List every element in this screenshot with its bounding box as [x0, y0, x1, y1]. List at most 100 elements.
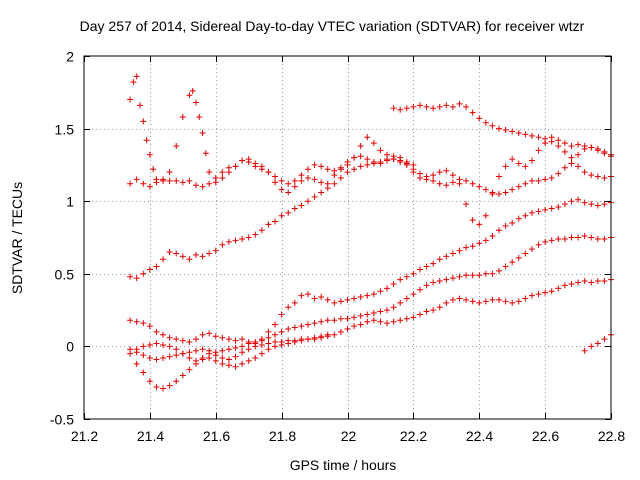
data-point	[384, 156, 391, 163]
data-point	[528, 177, 535, 184]
data-point	[384, 285, 391, 292]
data-point	[160, 176, 167, 183]
data-point	[370, 160, 377, 167]
data-point	[390, 153, 397, 160]
data-point	[199, 129, 206, 136]
data-point	[522, 131, 529, 138]
data-point	[515, 160, 522, 167]
data-point	[206, 169, 213, 176]
data-point	[522, 163, 529, 170]
data-point	[179, 113, 186, 120]
data-point	[502, 298, 509, 305]
data-point	[601, 201, 608, 208]
data-point	[225, 356, 232, 363]
data-point	[581, 199, 588, 206]
data-point	[225, 336, 232, 343]
data-point	[528, 157, 535, 164]
data-point	[166, 382, 173, 389]
data-point	[225, 362, 232, 369]
data-point	[212, 174, 219, 181]
data-point	[423, 282, 430, 289]
data-point	[351, 323, 358, 330]
data-point	[199, 183, 206, 190]
data-point	[601, 278, 608, 285]
data-point	[192, 182, 199, 189]
data-point	[133, 346, 140, 353]
data-point	[568, 280, 575, 287]
data-point	[430, 177, 437, 184]
data-point	[469, 180, 476, 187]
data-point	[239, 336, 246, 343]
data-point	[153, 340, 160, 347]
data-point	[594, 202, 601, 209]
data-point	[265, 340, 272, 347]
data-point	[555, 137, 562, 144]
data-point	[496, 125, 503, 132]
data-point	[133, 360, 140, 367]
data-point	[476, 299, 483, 306]
data-point	[331, 172, 338, 179]
data-point	[561, 282, 568, 289]
data-point	[291, 205, 298, 212]
y-axis-label: SDTVAR / TECUs	[9, 182, 25, 294]
data-point	[153, 179, 160, 186]
data-point	[561, 201, 568, 208]
data-point	[548, 134, 555, 141]
data-point	[594, 147, 601, 154]
data-point	[212, 357, 219, 364]
data-point	[206, 330, 213, 337]
data-point	[324, 331, 331, 338]
data-point	[245, 357, 252, 364]
data-point	[430, 105, 437, 112]
data-point	[456, 176, 463, 183]
data-point	[528, 246, 535, 253]
data-point	[212, 352, 219, 359]
data-point	[225, 346, 232, 353]
data-point	[153, 263, 160, 270]
data-point	[133, 275, 140, 282]
data-point	[232, 363, 239, 370]
data-point	[146, 341, 153, 348]
data-point	[357, 143, 364, 150]
data-point	[239, 157, 246, 164]
data-point	[146, 378, 153, 385]
data-point	[130, 79, 137, 86]
data-point	[337, 166, 344, 173]
data-point	[443, 182, 450, 189]
data-point	[443, 276, 450, 283]
data-point	[509, 259, 516, 266]
data-point	[542, 289, 549, 296]
series-sat-e	[127, 196, 614, 347]
data-point	[581, 347, 588, 354]
data-point	[588, 279, 595, 286]
data-point	[331, 317, 338, 324]
data-point	[410, 103, 417, 110]
data-point	[173, 250, 180, 257]
data-point	[258, 341, 265, 348]
data-point	[285, 337, 292, 344]
data-point	[561, 148, 568, 155]
data-point	[449, 172, 456, 179]
data-point	[258, 163, 265, 170]
data-point	[463, 272, 470, 279]
data-point	[143, 137, 150, 144]
data-point	[449, 250, 456, 257]
data-point	[133, 73, 140, 80]
data-point	[594, 235, 601, 242]
x-tick-label: 22.6	[532, 428, 559, 444]
data-point	[496, 190, 503, 197]
data-point	[476, 240, 483, 247]
data-point	[476, 115, 483, 122]
data-point	[575, 141, 582, 148]
data-point	[298, 202, 305, 209]
data-point	[192, 360, 199, 367]
data-point	[463, 177, 470, 184]
data-point	[430, 307, 437, 314]
data-point	[601, 235, 608, 242]
data-point	[522, 212, 529, 219]
data-point	[225, 238, 232, 245]
data-point	[482, 298, 489, 305]
data-point	[397, 299, 404, 306]
data-point	[311, 193, 318, 200]
